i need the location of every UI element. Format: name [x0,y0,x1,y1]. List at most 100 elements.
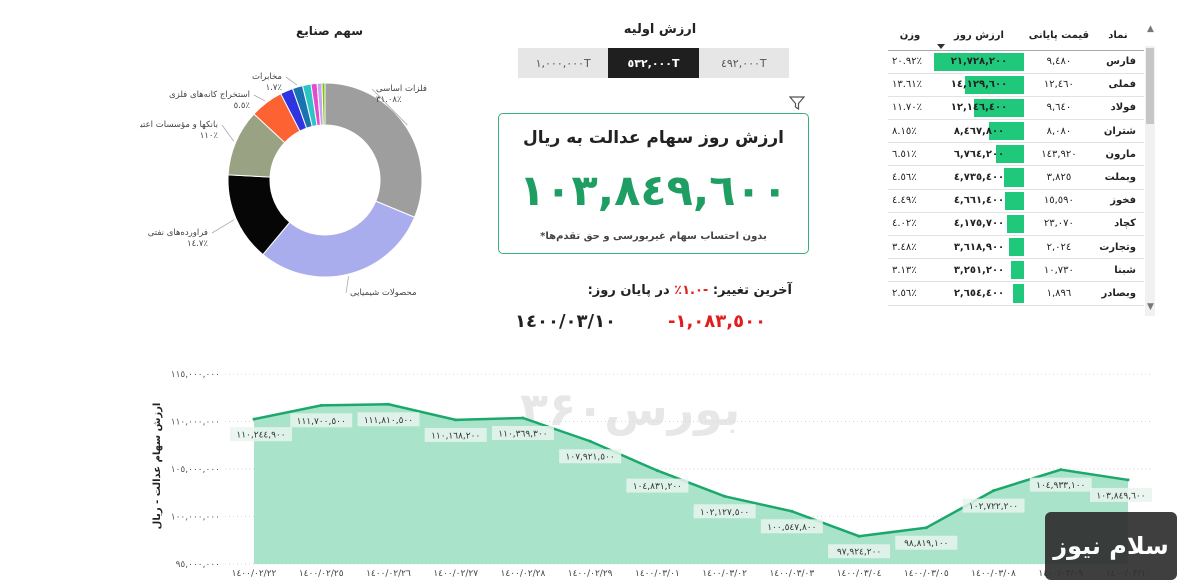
symbol-cell[interactable]: وبصادر [1091,281,1144,306]
table-row[interactable]: ٣.١٣٪ ٣,٢٥١,٢٠٠ ١٠,٧٣٠ شبنا [888,258,1144,283]
symbol-cell[interactable]: فولاد [1091,96,1144,121]
data-point[interactable] [386,402,390,406]
data-point[interactable] [655,469,659,473]
x-tick-label: ١٤٠٠/٠٢/٢٧ [433,569,478,579]
day-value-text: ٢١,٧٢٨,٢٠٠ [950,56,1008,68]
data-label-bg [230,427,292,442]
data-point[interactable] [521,416,525,420]
table-row[interactable]: ٢٠.٩٢٪ ٢١,٧٢٨,٢٠٠ ٩,٤٨٠ فارس [888,50,1144,74]
change-amount: -١,٠٨٣,٥٠٠ [668,311,767,332]
scrollbar-thumb[interactable] [1146,48,1154,124]
price-cell: ١٠,٧٣٠ [1026,258,1092,283]
table-row[interactable]: ٤.٠٢٪ ٤,١٧٥,٧٠٠ ٢٣,٠٧٠ کچاد [888,212,1144,237]
end-of-day-label: در پایان روز: [587,283,670,298]
slice-leader-line [221,124,235,142]
data-label: ١١٠,٢٤٤,٩٠٠ [236,431,285,441]
data-point[interactable] [790,509,794,513]
data-label-bg [760,519,823,534]
slice-percent: ١١٠٪ [200,131,219,141]
table-row[interactable]: ٣.٤٨٪ ٣,٦١٨,٩٠٠ ٢,٠٢٤ وتجارت [888,235,1144,260]
col-day-value[interactable]: ارزش روز [932,22,1026,51]
day-value-cell: ٦,٧٦٤,٢٠٠ [932,142,1026,167]
price-cell: ١٤٣,٩٢٠ [1026,142,1092,167]
holdings-table-container: وزن ارزش روز قیمت پایانی نماد ٢٠.٩٢٪ ٢١,٧… [888,22,1156,322]
symbol-cell[interactable]: مارون [1091,142,1144,167]
table-row[interactable]: ١١.٧٠٪ ١٢,١٤٦,٤٠٠ ٩,٦٤٠ فولاد [888,96,1144,121]
day-value-text: ٤,٦٦١,٤٠٠ [953,195,1005,207]
filter-icon[interactable] [789,96,805,110]
data-label: ١٠٣,٨٤٩,٦٠٠ [1096,491,1145,501]
series-line [253,403,1129,538]
symbol-cell[interactable]: وبملت [1091,165,1144,190]
data-point[interactable] [924,526,928,530]
x-tick-label: ١٤٠٠/٠٢/٢٥ [299,569,344,579]
donut-slice[interactable] [321,82,326,126]
symbol-cell[interactable]: شتران [1091,119,1144,144]
day-value-text: ٦,٧٦٤,٢٠٠ [953,148,1005,160]
day-value-text: ١٤,١٢٩,٦٠٠ [950,79,1008,91]
day-value-cell: ٣,٢٥١,٢٠٠ [932,258,1026,283]
data-label-bg [491,425,554,440]
slice-label: محصولات شیمیایی [350,288,417,298]
data-point[interactable] [454,418,458,422]
table-row[interactable]: ١٣.٦١٪ ١٤,١٢٩,٦٠٠ ١٢,٤٦٠ فملی [888,73,1144,97]
slice-label: فلزات اساسی [376,84,427,94]
data-label: ١٠٧,٩٢١,٥٠٠ [566,453,615,463]
slice-label: بانکها و مؤسسات اعتباری [140,120,218,130]
price-cell: ١,٨٩٦ [1026,281,1092,306]
initial-option-2[interactable]: ٥٣٢,٠٠٠T [608,48,699,78]
data-point[interactable] [588,439,592,443]
symbol-cell[interactable]: فملی [1091,73,1144,97]
data-label: ١٠٢,٧٢٢,٢٠٠ [969,502,1018,512]
symbol-cell[interactable]: کچاد [1091,212,1144,237]
weight-cell: ٨.١٥٪ [888,119,932,144]
table-scrollbar[interactable] [1145,46,1155,316]
last-change-label: آخرین تغییر: [712,283,792,298]
day-value-cell: ١٤,١٢٩,٦٠٠ [932,73,1026,97]
initial-value-selector[interactable]: ١,٠٠٠,٠٠٠T ٥٣٢,٠٠٠T ٤٩٢,٠٠٠T [518,48,789,78]
table-row[interactable]: ٨.١٥٪ ٨,٤٦٧,٨٠٠ ٨,٠٨٠ شتران [888,119,1144,144]
scroll-down-icon[interactable]: ▼ [1147,302,1154,312]
card-title: ارزش روز سهام عدالت به ریال [522,128,784,148]
day-value-cell: ١٢,١٤٦,٤٠٠ [932,96,1026,121]
donut-slice[interactable] [262,200,416,278]
data-point[interactable] [1126,478,1130,482]
data-point[interactable] [252,417,256,421]
col-symbol[interactable]: نماد [1091,22,1144,51]
value-bar [934,52,1024,71]
symbol-cell[interactable]: شبنا [1091,258,1144,283]
card-note: *بدون احتساب سهام غیربورسی و حق تقدم‌ها [540,231,767,242]
data-label: ٩٨,٨١٩,١٠٠ [904,539,948,549]
day-value-text: ٤,١٧٥,٧٠٠ [953,218,1005,230]
weight-cell: ٢٠.٩٢٪ [888,50,932,74]
slice-label: استخراج کانه‌های فلزی [169,90,250,100]
data-point[interactable] [1059,468,1063,472]
col-final-price[interactable]: قیمت پایانی [1026,22,1092,51]
sort-desc-icon[interactable] [937,44,945,49]
table-row[interactable]: ٢.٥٦٪ ٢,٦٥٤,٤٠٠ ١,٨٩٦ وبصادر [888,281,1144,306]
data-label: ١١١,٨١٠,٥٠٠ [364,416,413,426]
donut-slice[interactable] [324,82,423,218]
table-row[interactable]: ٤.٥٦٪ ٤,٧٣٥,٤٠٠ ٣,٨٢٥ وبملت [888,165,1144,190]
col-weight[interactable]: وزن [888,22,932,51]
data-point[interactable] [992,489,996,493]
initial-option-3[interactable]: ٤٩٢,٠٠٠T [720,56,767,70]
day-value-text: ٨,٤٦٧,٨٠٠ [953,125,1005,137]
day-value-cell: ٨,٤٦٧,٨٠٠ [932,119,1026,144]
news-logo: سلام نیوز [1045,512,1177,580]
value-bar [973,98,1024,118]
day-value-cell: ٤,١٧٥,٧٠٠ [932,212,1026,237]
symbol-cell[interactable]: فخوز [1091,189,1144,213]
x-tick-label: ١٤٠٠/٠٢/٢٨ [501,569,546,579]
symbol-cell[interactable]: فارس [1091,50,1144,74]
data-point[interactable] [723,494,727,498]
table-row[interactable]: ٦.٥١٪ ٦,٧٦٤,٢٠٠ ١٤٣,٩٢٠ مارون [888,142,1144,167]
data-point[interactable] [319,403,323,407]
scroll-up-icon[interactable]: ▲ [1147,24,1154,34]
y-tick-label: ٩٥,٠٠٠,٠٠٠ [176,560,220,570]
price-cell: ٩,٦٤٠ [1026,96,1092,121]
initial-option-1[interactable]: ١,٠٠٠,٠٠٠T [535,56,591,70]
symbol-cell[interactable]: وتجارت [1091,235,1144,260]
table-row[interactable]: ٤.٤٩٪ ٤,٦٦١,٤٠٠ ١٥,٥٩٠ فخوز [888,189,1144,213]
data-point[interactable] [857,534,861,538]
